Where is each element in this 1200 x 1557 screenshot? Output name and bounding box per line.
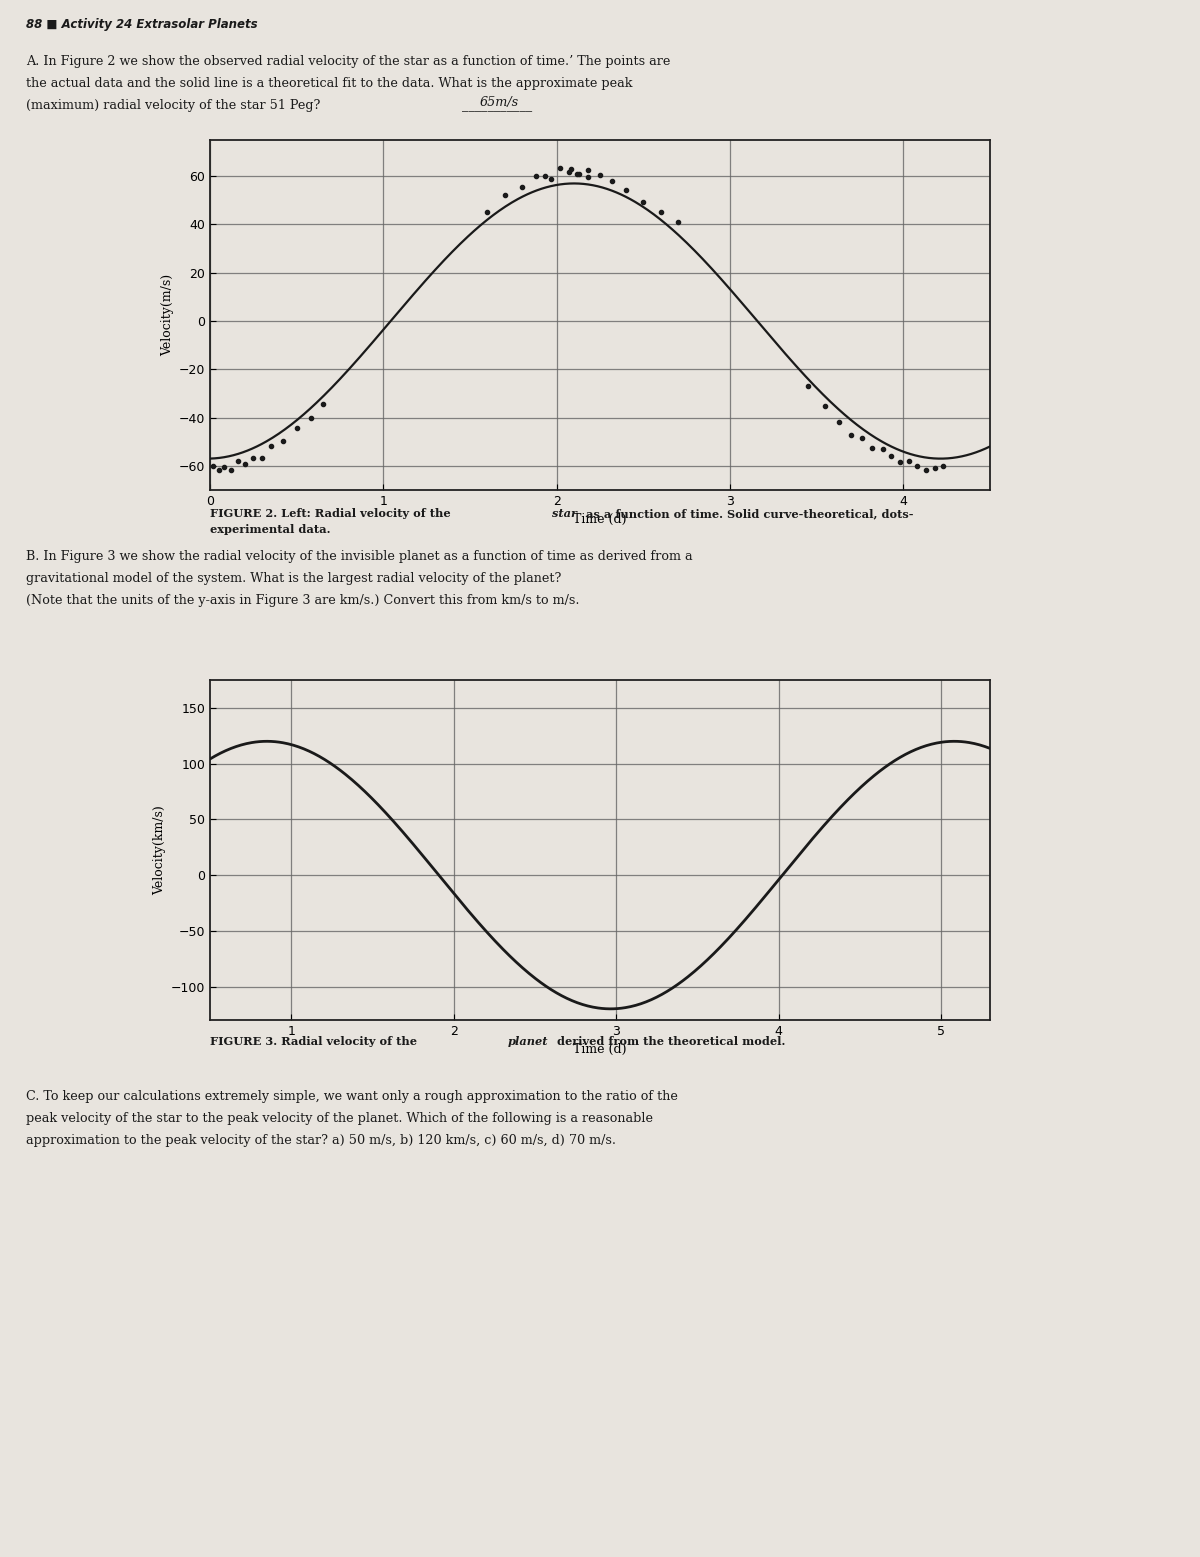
Point — [551, 156, 570, 181]
Text: FIGURE 3. Radial velocity of the: FIGURE 3. Radial velocity of the — [210, 1035, 421, 1046]
Point — [899, 448, 918, 473]
Text: peak velocity of the star to the peak velocity of the planet. Which of the follo: peak velocity of the star to the peak ve… — [26, 1112, 653, 1126]
Text: (Note that the units of the y-axis in Figure 3 are km/s.) Convert this from km/s: (Note that the units of the y-axis in Fi… — [26, 595, 580, 607]
Y-axis label: Velocity(m/s): Velocity(m/s) — [162, 274, 174, 357]
Text: (maximum) radial velocity of the star 51 Peg?: (maximum) radial velocity of the star 51… — [26, 100, 320, 112]
Text: the actual data and the solid line is a theoretical fit to the data. What is the: the actual data and the solid line is a … — [26, 76, 632, 90]
Point — [590, 162, 610, 187]
Point — [215, 455, 234, 480]
Point — [559, 159, 578, 184]
Text: 65m/s: 65m/s — [480, 97, 520, 109]
Point — [512, 174, 532, 199]
Point — [863, 436, 882, 461]
Point — [252, 445, 271, 470]
Point — [542, 167, 562, 192]
Text: 88 ■ Activity 24 Extrasolar Planets: 88 ■ Activity 24 Extrasolar Planets — [26, 19, 258, 31]
Text: approximation to the peak velocity of the star? a) 50 m/s, b) 120 km/s, c) 60 m/: approximation to the peak velocity of th… — [26, 1133, 617, 1148]
Text: ___________: ___________ — [462, 100, 532, 112]
Point — [244, 445, 263, 470]
Point — [570, 162, 589, 187]
Point — [560, 157, 580, 182]
Point — [617, 177, 636, 202]
Text: B. In Figure 3 we show the radial velocity of the invisible planet as a function: B. In Figure 3 we show the radial veloci… — [26, 550, 694, 564]
Point — [204, 453, 223, 478]
Text: star: star — [552, 508, 577, 518]
Point — [262, 434, 281, 459]
Point — [235, 452, 254, 476]
Point — [934, 453, 953, 478]
Text: A. In Figure 2 we show the observed radial velocity of the star as a function of: A. In Figure 2 we show the observed radi… — [26, 54, 671, 69]
Point — [852, 425, 871, 450]
Point — [882, 444, 901, 469]
Point — [652, 199, 671, 224]
Point — [527, 163, 546, 188]
Point — [496, 182, 515, 207]
Point — [535, 163, 554, 188]
Point — [578, 157, 598, 182]
Point — [917, 458, 936, 483]
Point — [907, 453, 926, 478]
Text: as a function of time. Solid curve-theoretical, dots-: as a function of time. Solid curve-theor… — [582, 508, 913, 518]
Text: derived from the theoretical model.: derived from the theoretical model. — [553, 1035, 786, 1046]
Y-axis label: Velocity(km/s): Velocity(km/s) — [154, 805, 167, 895]
Point — [841, 422, 860, 447]
X-axis label: Time (d): Time (d) — [574, 514, 626, 526]
Point — [829, 409, 848, 434]
Point — [634, 190, 653, 215]
Text: planet: planet — [508, 1035, 548, 1046]
Point — [602, 168, 622, 193]
Point — [313, 391, 332, 416]
Point — [798, 374, 817, 399]
Point — [668, 210, 688, 235]
Point — [287, 416, 306, 441]
Text: gravitational model of the system. What is the largest radial velocity of the pl: gravitational model of the system. What … — [26, 571, 562, 585]
Point — [578, 165, 598, 190]
Point — [274, 428, 293, 453]
Point — [890, 450, 910, 475]
Text: experimental data.: experimental data. — [210, 525, 330, 536]
Point — [301, 405, 320, 430]
Point — [872, 436, 892, 461]
Point — [209, 458, 228, 483]
Point — [925, 456, 944, 481]
Point — [478, 199, 497, 224]
Point — [228, 448, 247, 473]
Point — [816, 394, 835, 419]
X-axis label: Time (d): Time (d) — [574, 1043, 626, 1056]
Text: C. To keep our calculations extremely simple, we want only a rough approximation: C. To keep our calculations extremely si… — [26, 1090, 678, 1102]
Point — [568, 162, 587, 187]
Text: FIGURE 2. Left: Radial velocity of the: FIGURE 2. Left: Radial velocity of the — [210, 508, 455, 518]
Point — [221, 458, 240, 483]
